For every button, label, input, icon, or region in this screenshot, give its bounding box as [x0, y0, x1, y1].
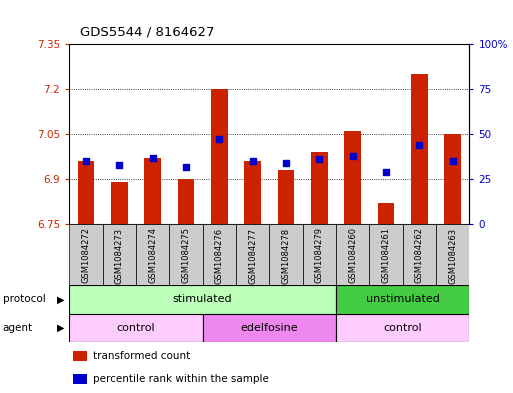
Bar [136, 224, 169, 285]
Bar [411, 74, 428, 224]
Point [382, 169, 390, 175]
Text: GSM1084272: GSM1084272 [82, 228, 90, 283]
Text: ▶: ▶ [56, 323, 64, 333]
Text: GSM1084273: GSM1084273 [115, 228, 124, 284]
Point [349, 152, 357, 159]
Text: unstimulated: unstimulated [366, 294, 440, 305]
Bar [169, 224, 203, 285]
Text: control: control [116, 323, 155, 333]
Text: GSM1084277: GSM1084277 [248, 228, 257, 284]
Bar [444, 134, 461, 224]
Point [315, 156, 323, 162]
Bar [244, 161, 261, 224]
Point [182, 163, 190, 170]
Point [248, 158, 256, 164]
Text: control: control [383, 323, 422, 333]
Bar [203, 314, 336, 342]
Bar [144, 158, 161, 224]
Bar [103, 224, 136, 285]
Point [215, 136, 224, 143]
Bar [369, 224, 403, 285]
Point [282, 160, 290, 166]
Text: ▶: ▶ [56, 294, 64, 305]
Point [416, 142, 424, 148]
Bar [278, 170, 294, 224]
Bar [69, 285, 336, 314]
Bar [211, 89, 228, 224]
Bar [77, 161, 94, 224]
Bar [203, 224, 236, 285]
Text: agent: agent [3, 323, 33, 333]
Bar [336, 314, 469, 342]
Bar [269, 224, 303, 285]
Text: stimulated: stimulated [173, 294, 232, 305]
Bar [73, 374, 87, 384]
Bar [69, 314, 203, 342]
Text: GSM1084261: GSM1084261 [382, 228, 390, 283]
Text: protocol: protocol [3, 294, 45, 305]
Text: GDS5544 / 8164627: GDS5544 / 8164627 [80, 25, 214, 39]
Bar [378, 203, 394, 224]
Text: GSM1084278: GSM1084278 [282, 228, 290, 284]
Bar [177, 179, 194, 224]
Text: GSM1084260: GSM1084260 [348, 228, 357, 283]
Text: edelfosine: edelfosine [241, 323, 298, 333]
Point [82, 158, 90, 164]
Text: GSM1084263: GSM1084263 [448, 228, 457, 284]
Bar [311, 152, 328, 224]
Bar [436, 224, 469, 285]
Text: GSM1084275: GSM1084275 [182, 228, 190, 283]
Text: transformed count: transformed count [93, 351, 190, 361]
Bar [344, 131, 361, 224]
Bar [403, 224, 436, 285]
Bar [336, 285, 469, 314]
Bar [336, 224, 369, 285]
Point [115, 162, 124, 168]
Point [448, 158, 457, 164]
Bar [111, 182, 128, 224]
Text: percentile rank within the sample: percentile rank within the sample [93, 374, 269, 384]
Text: GSM1084276: GSM1084276 [215, 228, 224, 284]
Text: GSM1084262: GSM1084262 [415, 228, 424, 283]
Bar [73, 351, 87, 361]
Bar [236, 224, 269, 285]
Point [149, 154, 157, 161]
Bar [303, 224, 336, 285]
Text: GSM1084274: GSM1084274 [148, 228, 157, 283]
Bar [69, 224, 103, 285]
Text: GSM1084279: GSM1084279 [315, 228, 324, 283]
